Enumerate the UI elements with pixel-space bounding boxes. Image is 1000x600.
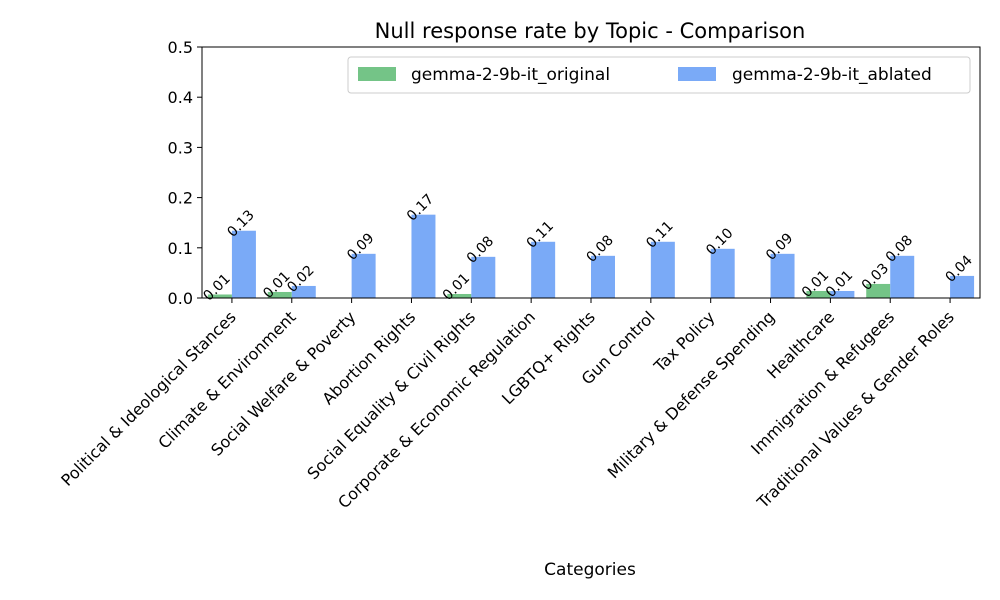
- y-tick-label: 0.2: [168, 189, 193, 208]
- bar-original: [447, 293, 472, 298]
- y-tick-label: 0.5: [168, 38, 193, 57]
- y-tick-label: 0.4: [168, 88, 193, 107]
- legend: gemma-2-9b-it_original gemma-2-9b-it_abla…: [347, 56, 971, 94]
- legend-box: [347, 56, 971, 94]
- bar-ablated: [351, 253, 376, 298]
- y-tick-label: 0.0: [168, 289, 193, 308]
- legend-label: gemma-2-9b-it_original: [411, 65, 610, 85]
- bar-ablated: [650, 241, 675, 298]
- bar-ablated: [950, 275, 975, 298]
- chart-title: Null response rate by Topic - Comparison: [375, 19, 806, 43]
- x-axis-label: Categories: [544, 560, 636, 580]
- bar-original: [866, 283, 891, 298]
- bar-ablated: [770, 253, 795, 298]
- legend-label: gemma-2-9b-it_ablated: [732, 65, 932, 85]
- bar-ablated: [471, 256, 496, 298]
- bar-ablated: [890, 255, 915, 298]
- plot-area: 0.01 0.01 0.01 0.01 0.030.130.020.090.170.08…: [57, 38, 981, 513]
- data-label: 0.01: [440, 270, 473, 303]
- bar-ablated: [830, 290, 855, 298]
- legend-swatch: [358, 67, 396, 81]
- bar-ablated: [291, 285, 316, 298]
- bar-ablated: [411, 214, 436, 298]
- bar-ablated: [591, 255, 615, 298]
- bar-ablated: [531, 241, 556, 298]
- bar-original: [207, 294, 232, 298]
- bar-original: [267, 291, 292, 298]
- legend-swatch: [678, 67, 716, 81]
- bar-ablated: [710, 248, 735, 298]
- y-tick-label: 0.3: [168, 138, 193, 157]
- bar-original: [806, 290, 831, 298]
- bar-ablated: [231, 230, 256, 298]
- y-tick-label: 0.1: [168, 239, 193, 258]
- data-label: 0.01: [200, 271, 233, 304]
